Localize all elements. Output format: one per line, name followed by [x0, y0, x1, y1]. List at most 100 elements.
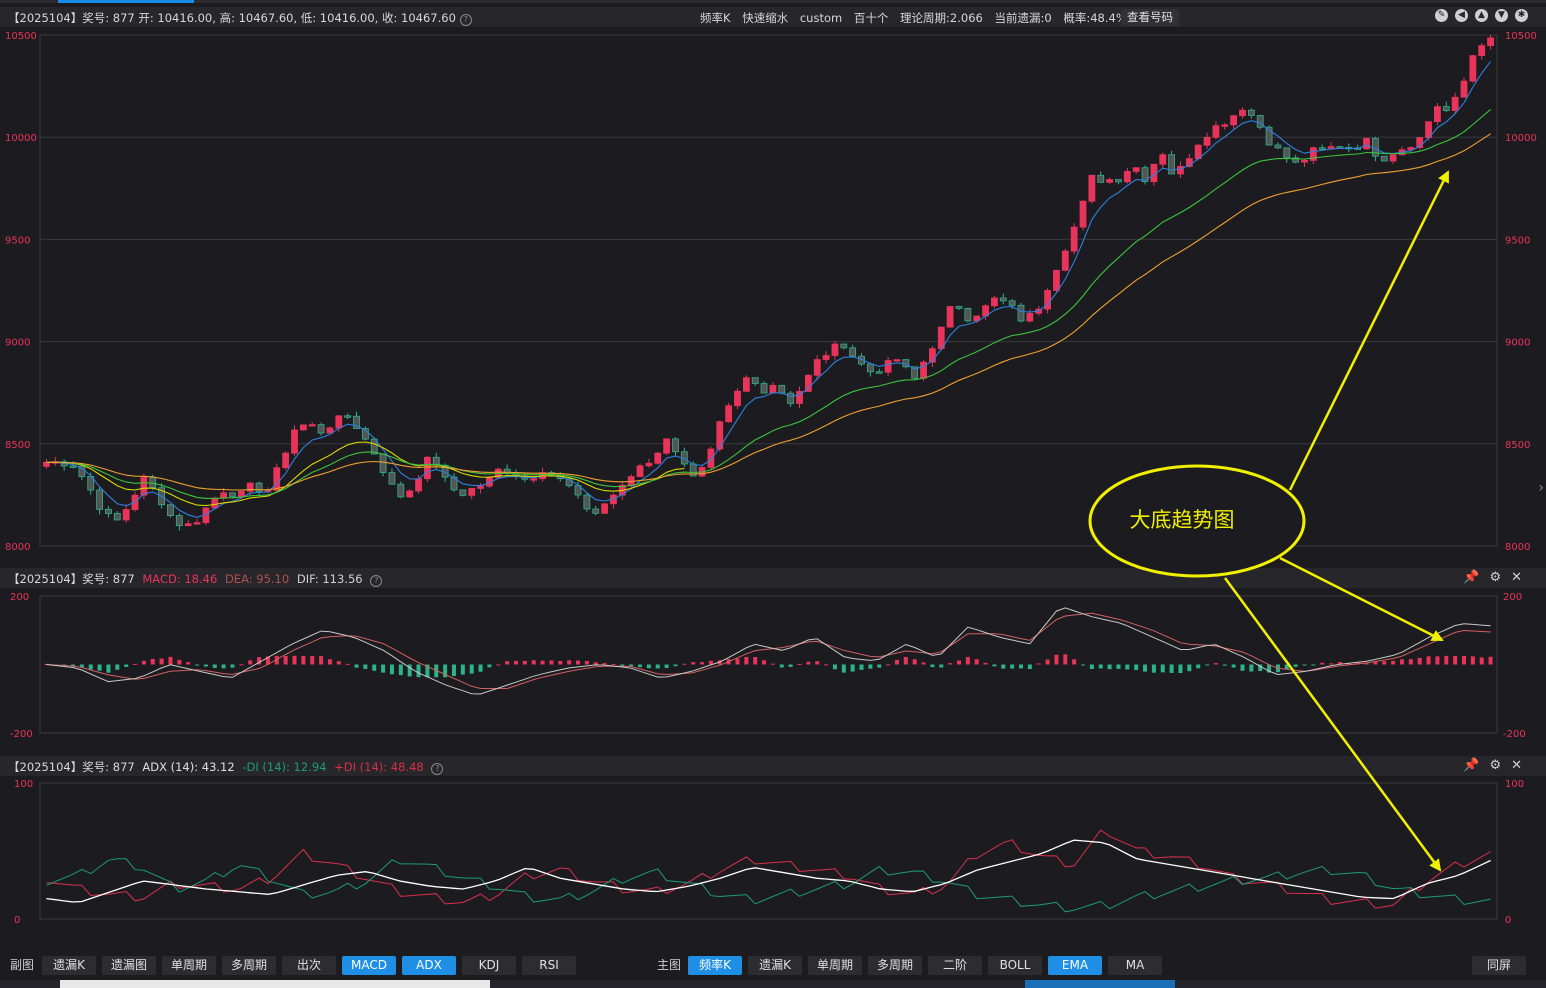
y-tick-label-left: 10000 [5, 133, 37, 144]
lookup-number-button[interactable]: 查看号码 [1121, 9, 1179, 26]
toggle-遗漏k[interactable]: 遗漏K [748, 956, 802, 975]
macd-bar [788, 664, 793, 667]
macd-bar [1444, 655, 1449, 665]
candle-body [255, 482, 263, 492]
candle-body [1247, 109, 1255, 116]
macd-bar [815, 661, 820, 665]
macd-bar [398, 664, 403, 676]
close-icon[interactable]: ✕ [1511, 570, 1522, 585]
toggle-出次[interactable]: 出次 [282, 956, 336, 975]
toggle-rsi[interactable]: RSI [522, 956, 576, 975]
candle-body [1309, 147, 1317, 161]
macd-bar [1329, 663, 1334, 665]
draw-icon[interactable]: ✎ [1435, 9, 1448, 22]
settings-icon[interactable]: ⚙ [1489, 570, 1502, 585]
macd-bar [930, 664, 935, 668]
pin-icon[interactable]: 📌 [1463, 758, 1480, 773]
settings-icon[interactable]: ⚙ [1489, 758, 1502, 773]
candle-body [326, 427, 334, 434]
macd-bar [1435, 656, 1440, 665]
toggle-多周期[interactable]: 多周期 [222, 956, 276, 975]
macd-panel-header: 【2025104】奖号: 877 MACD: 18.46 DEA: 95.10 … [0, 568, 1546, 588]
scroll-thumb[interactable] [60, 980, 490, 988]
y-tick-label-right: 10000 [1505, 133, 1537, 144]
macd-bar [133, 663, 138, 665]
mdi-line [46, 858, 1491, 913]
candle-body [273, 467, 281, 491]
candle-body [1230, 115, 1238, 126]
back-icon[interactable]: ◀ [1455, 9, 1468, 22]
macd-prefix: 【2025104】奖号: 877 [8, 572, 135, 586]
candle-body [991, 297, 998, 307]
candle-body [760, 383, 768, 394]
candle-body [1442, 106, 1450, 111]
candle-body [787, 392, 795, 404]
toggle-遗漏k[interactable]: 遗漏K [42, 956, 96, 975]
macd-bar [1089, 664, 1094, 670]
toggle-多周期[interactable]: 多周期 [868, 956, 922, 975]
toggle-kdj[interactable]: KDJ [462, 956, 516, 975]
macd-bar [141, 660, 146, 665]
candle-body [1168, 154, 1176, 175]
toggle-boll[interactable]: BOLL [988, 956, 1042, 975]
candle-body [1159, 154, 1167, 165]
horizontal-scrollbar[interactable] [0, 980, 1546, 988]
macd-bar [531, 660, 536, 665]
candle-body [175, 515, 183, 527]
candle-body [1097, 174, 1105, 183]
pdi-value: +DI (14): 48.48 [334, 760, 424, 774]
macd-bar [248, 660, 253, 665]
help-icon[interactable]: ? [370, 575, 383, 587]
down-icon[interactable]: ▼ [1495, 9, 1508, 22]
candle-body [282, 452, 290, 469]
toggle-频率k[interactable]: 频率K [688, 956, 742, 975]
candle-body [636, 465, 644, 477]
candle-body [1123, 171, 1131, 183]
macd-bar [877, 664, 882, 668]
pin-icon[interactable]: 📌 [1463, 570, 1480, 585]
macd-bar [1010, 664, 1015, 669]
candle-body [592, 508, 600, 514]
plot-frame [39, 34, 1498, 547]
toggle-遗漏图[interactable]: 遗漏图 [102, 956, 156, 975]
help-icon[interactable]: ? [431, 763, 444, 775]
toggle-adx[interactable]: ADX [402, 956, 456, 975]
macd-bar [1391, 660, 1396, 665]
toggle-macd[interactable]: MACD [342, 956, 396, 975]
macd-bar [1470, 656, 1475, 665]
candle-body [246, 482, 254, 492]
candle-body [1053, 269, 1060, 291]
toggle-二阶[interactable]: 二阶 [928, 956, 982, 975]
y-tick-label-left: 200 [10, 592, 29, 603]
macd-bar [1178, 664, 1183, 674]
candle-body [929, 348, 936, 363]
close-icon[interactable]: ✕ [1511, 758, 1522, 773]
macd-bar [629, 664, 634, 667]
macd-bar [1240, 664, 1245, 671]
toggle-ma[interactable]: MA [1108, 956, 1162, 975]
help-icon[interactable]: ? [459, 14, 472, 26]
macd-bar [345, 663, 350, 665]
macd-bar [558, 660, 563, 665]
candle-body [184, 523, 192, 527]
candle-body [459, 489, 467, 496]
candle-body [1079, 200, 1087, 228]
up-icon[interactable]: ▲ [1475, 9, 1488, 22]
candle-body [1239, 109, 1246, 117]
same-screen-button[interactable]: 同屏 [1472, 956, 1526, 975]
macd-bar [948, 663, 953, 665]
macd-bar [319, 656, 324, 665]
toggle-单周期[interactable]: 单周期 [808, 956, 862, 975]
candle-body [734, 390, 741, 407]
y-tick-label-right: 10500 [1505, 31, 1537, 42]
macd-bar [230, 664, 235, 668]
toggle-单周期[interactable]: 单周期 [162, 956, 216, 975]
macd-bar [1222, 664, 1227, 666]
expand-right-icon[interactable]: › [1538, 480, 1544, 496]
toggle-ema[interactable]: EMA [1048, 956, 1102, 975]
macd-bar [992, 664, 997, 667]
settings-icon[interactable]: ✱ [1515, 9, 1528, 22]
macd-bar [1098, 664, 1103, 669]
candle-body [1115, 179, 1122, 183]
main-chart-params: 频率K 快速缩水 custom 百十个 理论周期:2.066 当前遗漏:0 概率… [700, 10, 1135, 26]
